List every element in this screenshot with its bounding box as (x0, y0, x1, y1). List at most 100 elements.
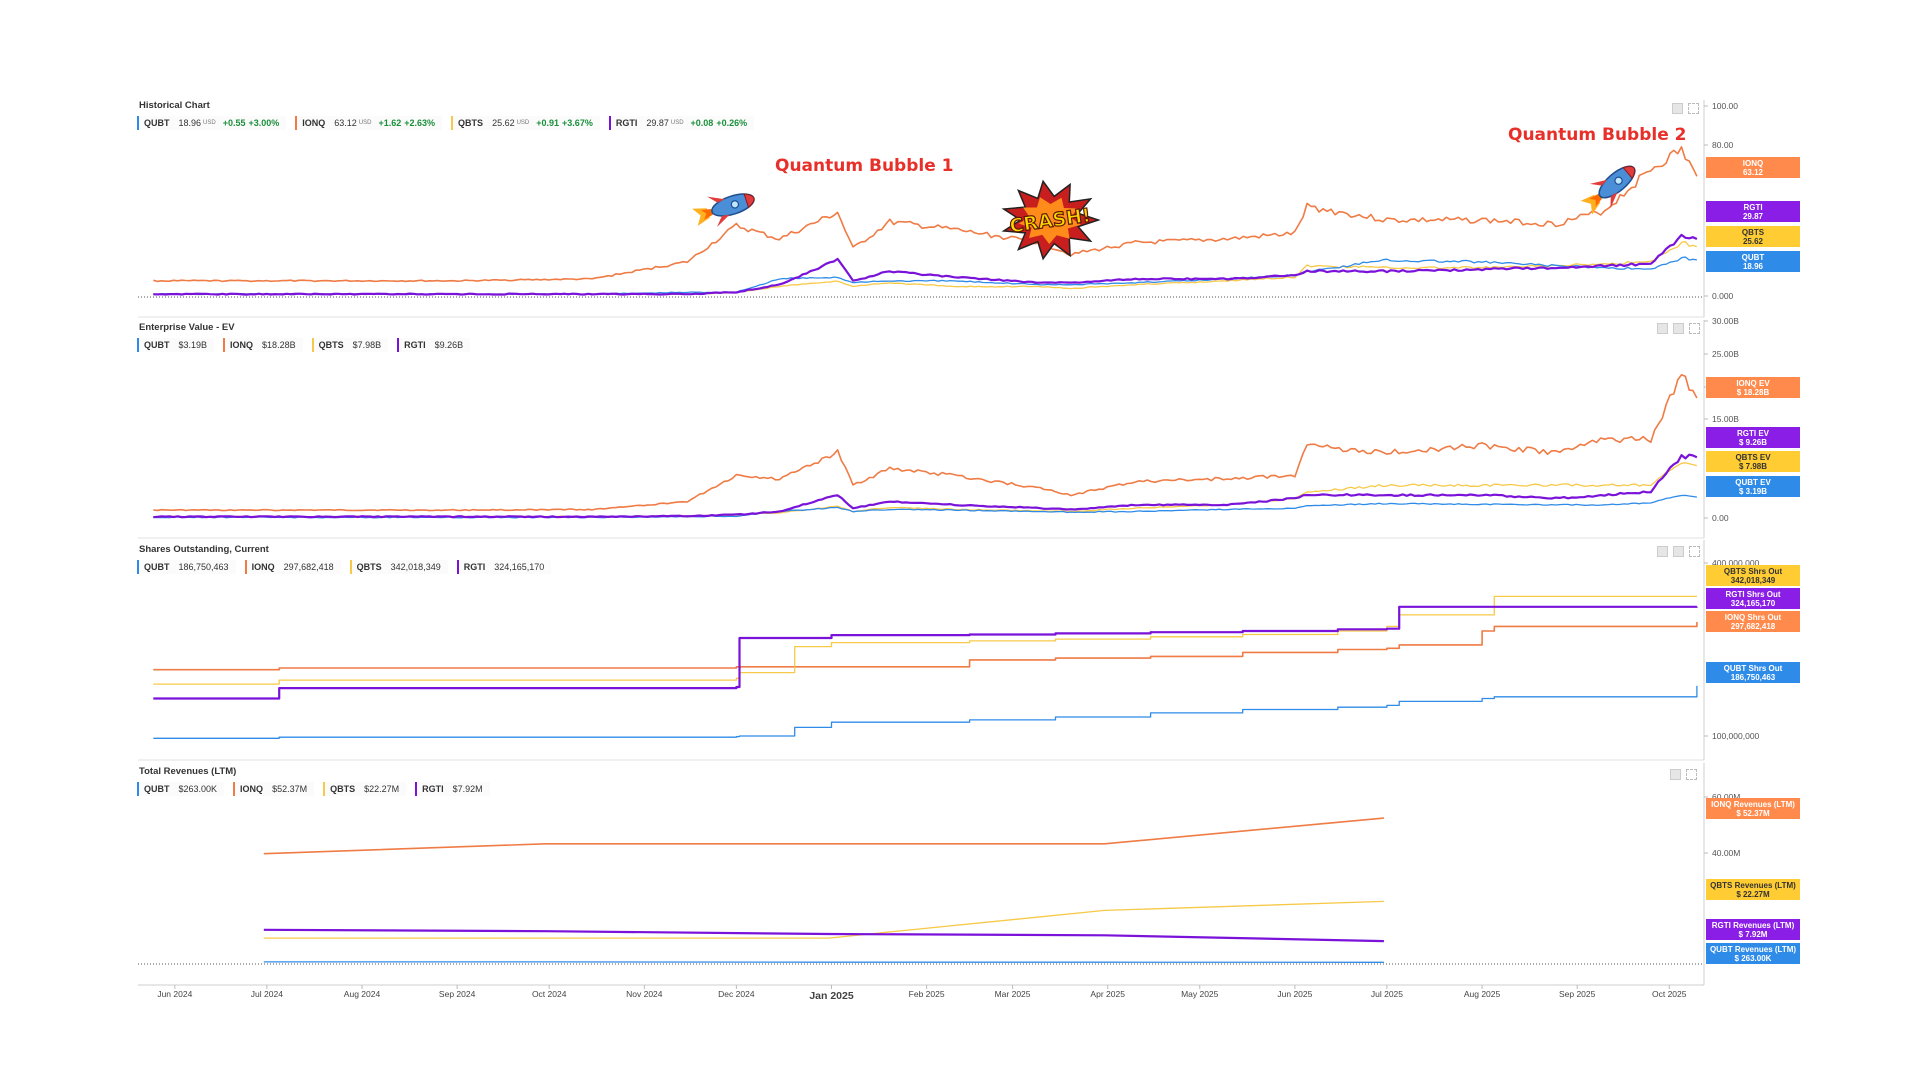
badge-bg (1706, 588, 1800, 609)
y-tick-label: 80.00 (1712, 140, 1734, 150)
legend-item-ionq[interactable]: IONQ $18.28B (223, 338, 303, 352)
legend-chg: +2.63% (404, 118, 436, 128)
legend-item-rgti[interactable]: RGTI $7.92M (415, 782, 490, 796)
legend-item-qubt[interactable]: QUBT 186,750,463 (137, 560, 236, 574)
badge-label: QUBT EV (1735, 478, 1771, 487)
legend-item-rgti[interactable]: RGTI 324,165,170 (456, 560, 552, 574)
legend-val: $7.92M (452, 784, 483, 794)
badge-value: 324,165,170 (1731, 599, 1776, 608)
value-badge-ionq-ev: IONQ EV$ 18.28B (1706, 377, 1800, 398)
y-tick-label: 40.00M (1712, 848, 1740, 858)
badge-value: $ 3.19B (1739, 487, 1767, 496)
legend-item-rgti[interactable]: RGTI $9.26B (397, 338, 471, 352)
legend-item-ionq[interactable]: IONQ $52.37M (233, 782, 315, 796)
legend-item-qbts[interactable]: QBTS $22.27M (323, 782, 407, 796)
badge-value: $ 22.27M (1736, 890, 1770, 899)
legend-item-qbts[interactable]: QBTS 342,018,349 (349, 560, 448, 574)
panel-settings-icon[interactable] (1657, 546, 1668, 557)
x-tick-label: Jun 2024 (157, 989, 192, 999)
series-line-ionq (263, 817, 1384, 855)
x-tick-label: Sep 2025 (1559, 989, 1596, 999)
series-line-qbts (153, 241, 1698, 296)
legend-item-qbts[interactable]: QBTS $7.98B (311, 338, 389, 352)
x-tick-label: Aug 2024 (344, 989, 381, 999)
legend-item-rgti[interactable]: RGTI 29.87 USD +0.08 +0.26% (608, 116, 755, 130)
panel-settings-icon[interactable] (1673, 323, 1684, 334)
badge-label: QBTS (1742, 228, 1765, 237)
x-tick-label: Sep 2024 (439, 989, 476, 999)
series-line-rgti (153, 233, 1698, 296)
badge-label: IONQ EV (1736, 379, 1770, 388)
legend-item-ionq[interactable]: IONQ 63.12 USD +1.62 +2.63% (295, 116, 443, 130)
badge-bg (1706, 251, 1800, 272)
expand-icon[interactable] (1688, 103, 1699, 114)
legend-val: $7.98B (352, 340, 382, 350)
legend-item-qbts[interactable]: QBTS 25.62 USD +0.91 +3.67% (451, 116, 600, 130)
legend-unit: USD (203, 120, 216, 126)
legend-item-qubt[interactable]: QUBT $3.19B (137, 338, 215, 352)
x-tick-label: Jun 2025 (1277, 989, 1312, 999)
x-tick-label: Nov 2024 (626, 989, 663, 999)
panel-settings-icon[interactable] (1673, 546, 1684, 557)
legend-chg: +0.91 (536, 118, 560, 128)
panel-settings-icon[interactable] (1670, 769, 1681, 780)
x-tick-label: Aug 2025 (1464, 989, 1501, 999)
panel-historical-chart: 100.0080.000.000IONQ63.12RGTI29.87QBTS25… (138, 100, 1800, 318)
badge-bg (1706, 451, 1800, 472)
series-line-rgti (263, 928, 1384, 943)
badge-label: IONQ Shrs Out (1725, 613, 1782, 622)
badge-label: QBTS Revenues (LTM) (1710, 881, 1796, 890)
rocket-icon (692, 193, 755, 228)
badge-value: 29.87 (1743, 212, 1764, 221)
badge-label: RGTI Revenues (LTM) (1712, 921, 1795, 930)
series-line-ionq (153, 622, 1698, 671)
expand-icon[interactable] (1689, 546, 1700, 557)
panel-settings-icon[interactable] (1672, 103, 1683, 114)
badge-value: 297,682,418 (1731, 622, 1776, 631)
badge-bg (1706, 377, 1800, 398)
expand-icon[interactable] (1689, 323, 1700, 334)
x-tick-label: Jan 2025 (809, 990, 854, 1002)
value-badge-qubt-revenues-ltm: QUBT Revenues (LTM)$ 263.00K (1706, 943, 1800, 964)
badge-label: QBTS EV (1735, 453, 1771, 462)
y-tick-label: 100.00 (1712, 101, 1738, 111)
legend-tk: QBTS (458, 118, 484, 128)
x-tick-label: Jul 2024 (251, 989, 283, 999)
y-tick-label: 15.00B (1712, 414, 1739, 424)
legend-item-ionq[interactable]: IONQ 297,682,418 (244, 560, 341, 574)
legend-val: 25.62 (492, 118, 515, 128)
panel-settings-icon[interactable] (1657, 323, 1668, 334)
y-tick-label: 100,000,000 (1712, 731, 1760, 741)
legend: QUBT 186,750,463 IONQ 297,682,418 QBTS 342,01… (137, 560, 552, 574)
badge-bg (1706, 565, 1800, 586)
badge-label: RGTI (1743, 203, 1762, 212)
x-tick-label: Jul 2025 (1371, 989, 1403, 999)
legend-val: $263.00K (178, 784, 218, 794)
legend-item-qubt[interactable]: QUBT 18.96 USD +0.55 +3.00% (137, 116, 287, 130)
legend-val: $22.27M (364, 784, 400, 794)
series-line-qbts (263, 900, 1384, 939)
legend-unit: USD (516, 120, 530, 126)
legend-tk: IONQ (302, 118, 326, 128)
badge-label: IONQ (1743, 159, 1763, 168)
value-badge-qbts-ev: QBTS EV$ 7.98B (1706, 451, 1800, 472)
badge-bg (1706, 427, 1800, 448)
legend-item-qubt[interactable]: QUBT $263.00K (137, 782, 225, 796)
legend-val: 342,018,349 (390, 562, 441, 572)
y-tick-label: 25.00B (1712, 349, 1739, 359)
series-line-qubt (153, 685, 1698, 739)
y-tick-label: 0.000 (1712, 291, 1734, 301)
series-line-qbts (153, 595, 1697, 685)
panel-title: Shares Outstanding, Current (139, 544, 269, 555)
legend-tk: QUBT (144, 562, 170, 572)
legend-val: 18.96 (178, 118, 202, 128)
badge-bg (1706, 476, 1800, 497)
badge-value: $ 9.26B (1739, 438, 1767, 447)
expand-icon[interactable] (1686, 769, 1697, 780)
